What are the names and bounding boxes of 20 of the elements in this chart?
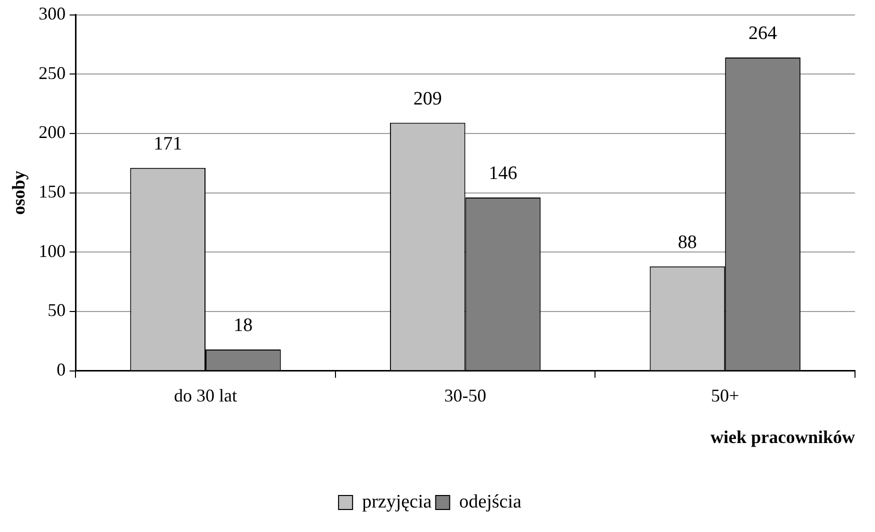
x-axis-title: wiek pracowników <box>710 426 855 447</box>
legend-label: przyjęcia <box>362 491 432 512</box>
data-label: 88 <box>678 232 697 253</box>
data-label: 171 <box>154 133 182 154</box>
y-tick-label: 150 <box>38 182 66 202</box>
y-tick-label: 100 <box>38 240 66 261</box>
y-axis-title: osoby <box>8 170 28 215</box>
x-tick-label: 30-50 <box>444 385 486 406</box>
data-label: 18 <box>234 314 253 336</box>
y-tick-label: 200 <box>38 122 66 142</box>
y-tick-label: 50 <box>48 300 66 320</box>
data-label: 264 <box>748 23 778 44</box>
y-tick-label: 0 <box>56 360 66 380</box>
y-tick-label: 250 <box>38 62 66 83</box>
data-label: 209 <box>413 88 442 110</box>
y-tick-label: 300 <box>38 4 66 24</box>
legend-label: odejścia <box>459 491 522 512</box>
x-tick-label: 50+ <box>711 385 740 406</box>
x-tick-label: do 30 lat <box>174 385 237 406</box>
data-label: 146 <box>488 163 518 184</box>
